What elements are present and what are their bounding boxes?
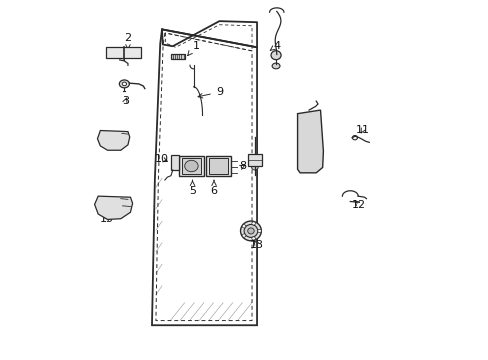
Ellipse shape	[308, 140, 315, 148]
Ellipse shape	[303, 153, 306, 157]
Polygon shape	[106, 46, 140, 58]
FancyBboxPatch shape	[109, 49, 117, 55]
Text: 10: 10	[155, 154, 169, 164]
Ellipse shape	[184, 160, 198, 172]
Ellipse shape	[107, 211, 113, 217]
Ellipse shape	[302, 131, 306, 135]
Text: 1: 1	[187, 41, 199, 55]
FancyBboxPatch shape	[182, 158, 201, 174]
Ellipse shape	[251, 237, 255, 240]
FancyBboxPatch shape	[206, 156, 230, 176]
Text: 12: 12	[351, 200, 366, 210]
Ellipse shape	[310, 143, 313, 146]
Ellipse shape	[251, 222, 255, 225]
Text: 9: 9	[198, 87, 223, 98]
FancyBboxPatch shape	[120, 49, 127, 55]
Text: 14: 14	[100, 133, 114, 143]
Ellipse shape	[116, 207, 119, 210]
FancyBboxPatch shape	[179, 156, 203, 176]
Ellipse shape	[104, 134, 110, 140]
Ellipse shape	[102, 199, 108, 206]
Ellipse shape	[242, 234, 245, 237]
Text: 11: 11	[355, 125, 369, 135]
Text: 5: 5	[189, 180, 196, 196]
Ellipse shape	[270, 51, 281, 60]
Ellipse shape	[115, 139, 121, 145]
Polygon shape	[97, 131, 129, 150]
Ellipse shape	[242, 225, 245, 228]
Text: 15: 15	[99, 215, 113, 224]
Text: 6: 6	[210, 180, 217, 196]
Ellipse shape	[257, 229, 261, 233]
Text: 13: 13	[249, 239, 264, 249]
Ellipse shape	[352, 135, 357, 140]
Ellipse shape	[240, 221, 261, 241]
Ellipse shape	[251, 165, 258, 170]
Ellipse shape	[117, 141, 120, 144]
Polygon shape	[94, 196, 132, 220]
Ellipse shape	[244, 225, 257, 237]
Ellipse shape	[300, 151, 308, 159]
Ellipse shape	[251, 157, 258, 163]
Polygon shape	[297, 110, 323, 173]
Ellipse shape	[300, 129, 308, 138]
Polygon shape	[171, 54, 185, 59]
Text: 3: 3	[122, 96, 129, 106]
Text: 2: 2	[124, 33, 131, 49]
Polygon shape	[171, 155, 179, 170]
Ellipse shape	[114, 206, 120, 212]
Ellipse shape	[122, 82, 126, 86]
Text: 7: 7	[305, 118, 312, 128]
FancyBboxPatch shape	[208, 158, 227, 174]
Ellipse shape	[271, 63, 280, 69]
Ellipse shape	[119, 80, 129, 88]
Text: 4: 4	[270, 41, 280, 50]
Text: 8: 8	[239, 161, 246, 171]
Ellipse shape	[104, 201, 106, 204]
Polygon shape	[247, 154, 261, 166]
Ellipse shape	[106, 135, 109, 138]
FancyBboxPatch shape	[130, 49, 138, 55]
Polygon shape	[152, 30, 257, 325]
Ellipse shape	[247, 228, 254, 234]
